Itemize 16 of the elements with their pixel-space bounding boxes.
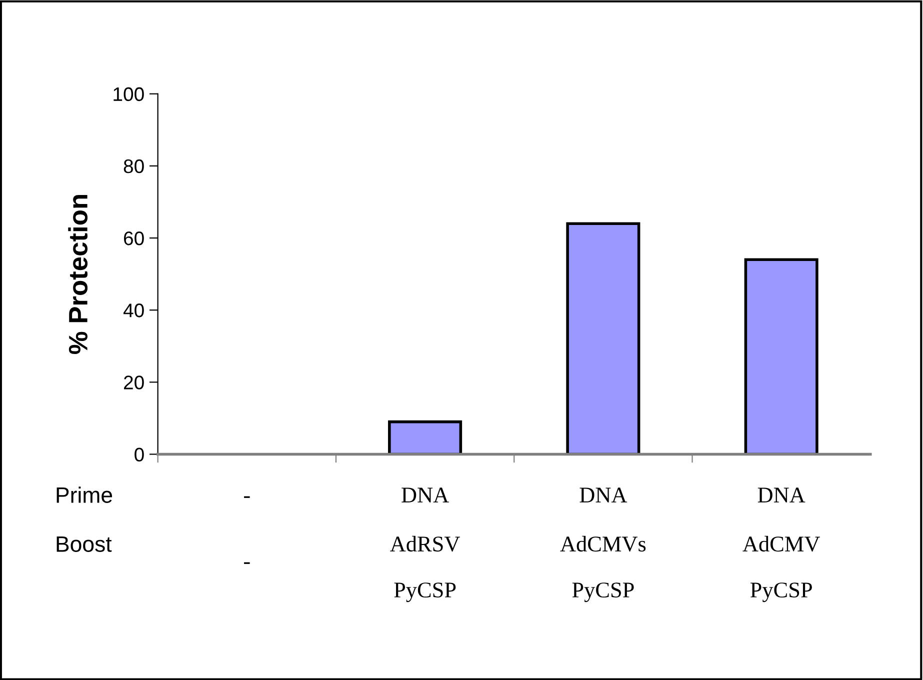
category-label: - - xyxy=(244,496,250,564)
y-tick-label: 60 xyxy=(124,231,144,246)
y-tick-label: 100 xyxy=(114,87,144,102)
bar xyxy=(388,420,462,454)
y-tick-label: 20 xyxy=(124,376,144,390)
category-label: DNA AdRSV PyCSP xyxy=(390,488,460,602)
text: Boost xyxy=(56,536,112,552)
bar xyxy=(744,258,818,454)
y-tick-label: 0 xyxy=(134,448,144,462)
bar xyxy=(566,222,640,454)
text: Prime xyxy=(56,486,112,503)
category-label: DNA AdCMVs PyCSP xyxy=(560,488,646,602)
y-axis-title: % Protection xyxy=(68,195,88,354)
y-tick-label: 80 xyxy=(124,159,144,174)
category-label: DNA AdCMV PyCSP xyxy=(742,488,820,602)
y-tick-label: 40 xyxy=(123,304,144,318)
